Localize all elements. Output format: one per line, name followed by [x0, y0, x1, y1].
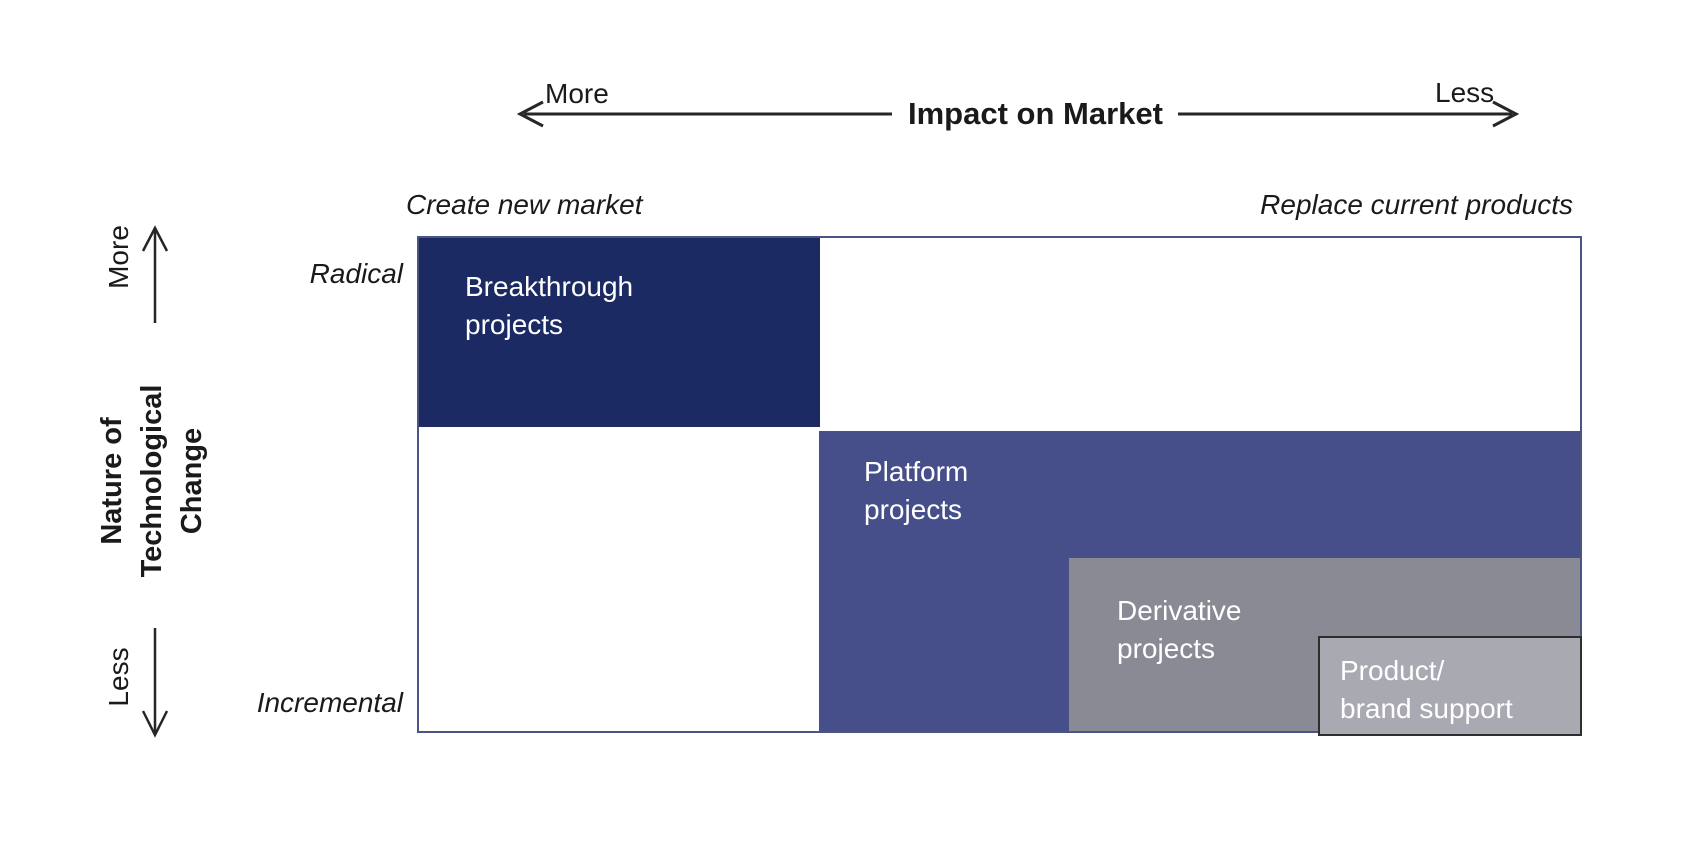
matrix-frame: Breakthrough projects Platform projects …	[417, 236, 1582, 736]
market-label-replace-current: Replace current products	[1260, 189, 1573, 220]
quadrant-derivative-label: Derivative projects	[1117, 595, 1242, 664]
quadrant-platform-label: Platform projects	[864, 456, 969, 525]
impact-axis-more-label: More	[545, 78, 609, 109]
tech-change-axis-title: Nature of Technological Change	[96, 384, 208, 578]
impact-axis-title: Impact on Market	[908, 96, 1163, 131]
tech-change-up-arrow	[141, 225, 169, 323]
row-label-radical: Radical	[309, 258, 403, 289]
quadrant-breakthrough-label: Breakthrough projects	[465, 271, 634, 340]
tech-change-axis-less-label: Less	[103, 647, 134, 707]
quadrant-product-brand-support-label: Product/ brand support	[1340, 655, 1513, 724]
market-label-create-new: Create new market	[406, 189, 643, 220]
impact-axis-less-label: Less	[1435, 77, 1495, 108]
tech-change-down-arrow	[141, 628, 169, 738]
row-label-incremental: Incremental	[256, 687, 403, 718]
quadrant-breakthrough: Breakthrough projects	[419, 238, 820, 427]
quadrant-product-brand-support: Product/ brand support	[1318, 636, 1582, 736]
tech-change-axis-more-label: More	[103, 225, 134, 289]
